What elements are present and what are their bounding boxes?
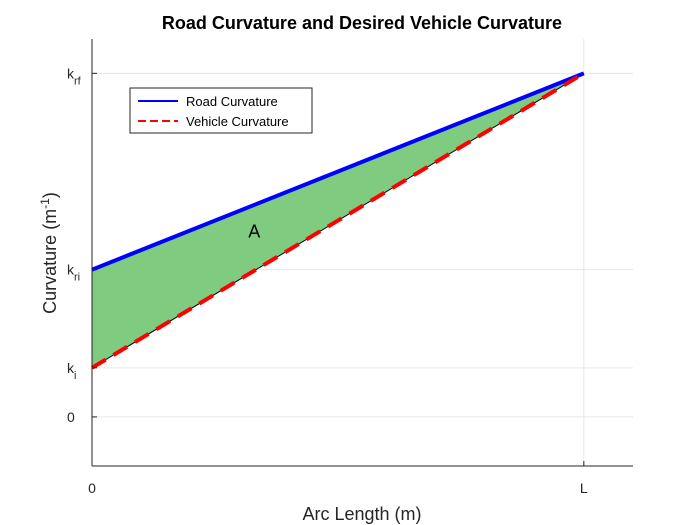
y-axis-label: Curvature (m-1) <box>38 192 60 314</box>
series-line-0 <box>91 71 585 272</box>
y-tick-label-2: kri <box>67 262 80 284</box>
x-tick-label-1: L <box>580 480 588 496</box>
legend-label-1: Vehicle Curvature <box>186 114 289 129</box>
legend-box <box>129 87 313 134</box>
x-tick-label-0: 0 <box>88 480 96 496</box>
y-tick-label-1: ki <box>67 360 76 382</box>
area-annotation: A <box>248 221 260 241</box>
chart-title: Road Curvature and Desired Vehicle Curva… <box>162 13 562 33</box>
ticks: 0 L 0 ki kri krf <box>67 65 588 496</box>
series-line-1 <box>90 71 585 370</box>
axes <box>91 39 633 467</box>
y-tick-label-0: 0 <box>67 409 75 425</box>
y-tick-label-3: krf <box>67 65 82 87</box>
legend: Road Curvature Vehicle Curvature <box>129 87 313 134</box>
series-layer <box>90 71 585 370</box>
legend-label-0: Road Curvature <box>186 94 278 109</box>
x-axis-label: Arc Length (m) <box>302 504 421 524</box>
